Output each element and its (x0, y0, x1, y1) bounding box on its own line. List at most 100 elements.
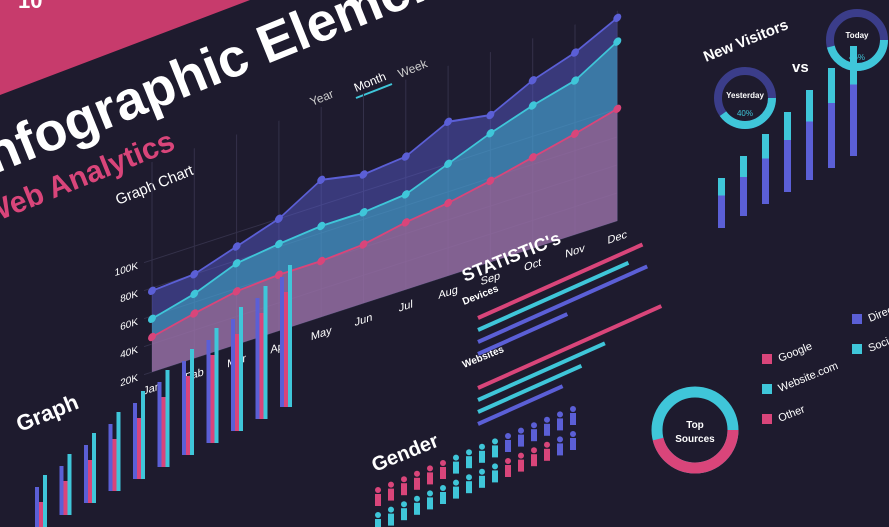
point (190, 309, 199, 318)
bar (762, 134, 769, 159)
person-body (388, 488, 394, 501)
stat-bar (477, 260, 630, 332)
bar (259, 313, 264, 419)
point (148, 332, 156, 342)
banner (0, 0, 250, 95)
bar (255, 298, 260, 419)
stat-bars (477, 242, 663, 426)
point (274, 214, 283, 223)
legend-swatch (852, 344, 862, 354)
person-body (518, 434, 524, 447)
person-head (414, 470, 420, 477)
stat-bar (477, 341, 606, 402)
bar (806, 90, 813, 180)
person-head (388, 506, 394, 513)
point (613, 104, 622, 114)
bar (740, 156, 747, 216)
bar (84, 445, 88, 503)
person-body (414, 477, 420, 490)
area (152, 41, 618, 372)
point (317, 256, 326, 266)
bar (850, 46, 857, 156)
area-chart: JanFabMarAprMayJunJulAugSepOctNovDec20K4… (115, 10, 627, 398)
bar (186, 376, 190, 455)
point (613, 37, 622, 46)
bar (59, 466, 64, 515)
point (401, 190, 410, 199)
person-head (570, 406, 576, 412)
stat-bar (477, 363, 583, 414)
bar (157, 382, 162, 467)
bar (239, 307, 243, 431)
bar (182, 361, 186, 455)
sources-title: Sources (675, 434, 715, 445)
point (232, 242, 241, 251)
point (359, 240, 368, 249)
point (444, 198, 453, 208)
person-head (518, 452, 524, 459)
x-tick-label: Jan (143, 380, 161, 397)
point (232, 287, 241, 296)
x-tick-label: Jul (399, 298, 413, 314)
grid-line (144, 220, 618, 376)
person-body (414, 502, 420, 515)
bar (108, 424, 113, 491)
x-tick-label: Jun (355, 312, 373, 329)
person-head (531, 447, 537, 454)
point (401, 152, 410, 161)
bar (284, 292, 288, 407)
person-body (466, 481, 472, 494)
point (317, 221, 326, 231)
bar (718, 178, 725, 228)
person-head (401, 501, 407, 508)
person-head (388, 481, 394, 488)
line (151, 40, 618, 320)
person-head (544, 416, 550, 423)
donut (651, 386, 739, 474)
point (528, 153, 537, 162)
bar (133, 403, 137, 479)
point (528, 76, 537, 85)
bar (288, 265, 292, 407)
person-head (401, 476, 407, 483)
people (375, 406, 576, 527)
person-body (375, 519, 381, 527)
person-body (479, 450, 485, 463)
legend-swatch (762, 414, 772, 424)
person-body (492, 470, 498, 483)
point (486, 129, 495, 138)
person-body (427, 497, 433, 510)
person-head (375, 512, 381, 518)
line (151, 107, 618, 338)
legend-swatch (852, 314, 862, 324)
point (232, 259, 241, 268)
person-head (466, 474, 472, 481)
person-head (492, 463, 498, 470)
bar (63, 481, 68, 515)
point (444, 117, 453, 126)
bar (850, 46, 857, 85)
x-tick-label: Oct (524, 256, 542, 274)
person-head (531, 422, 537, 429)
bar (141, 391, 145, 479)
person-body (440, 467, 446, 479)
bar (165, 370, 170, 467)
bar (206, 340, 211, 443)
point (359, 208, 368, 217)
stat-bar (477, 312, 569, 356)
person-body (466, 456, 472, 469)
person-body (401, 508, 407, 521)
stat-bar (477, 304, 663, 390)
point (401, 218, 410, 227)
sources-title: Top (686, 420, 704, 431)
bar (235, 334, 239, 431)
point (359, 170, 368, 179)
point (148, 314, 156, 324)
person-head (427, 490, 433, 497)
person-body (531, 429, 537, 442)
grid-line (144, 164, 618, 320)
person-body (518, 459, 524, 472)
bar (92, 433, 96, 503)
